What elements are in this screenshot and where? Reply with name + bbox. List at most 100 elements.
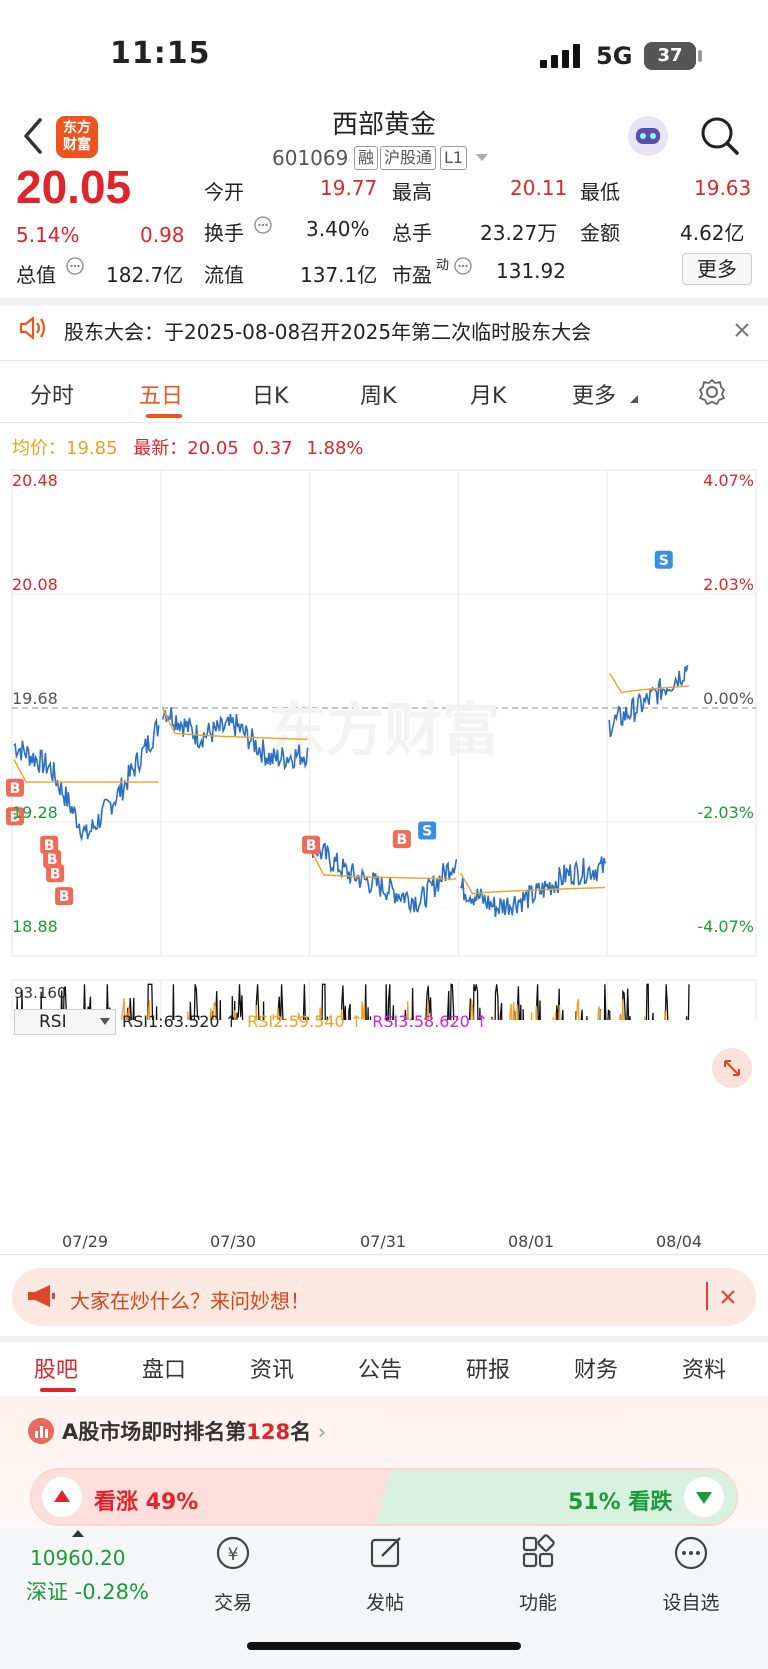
trade-icon[interactable]: ¥	[214, 1534, 252, 1572]
vote-up-label[interactable]: 看涨 49%	[94, 1490, 199, 1515]
high-value: 20.11	[510, 176, 568, 200]
indicator-select[interactable]: RSI	[14, 1009, 116, 1035]
turnover-value: 3.40%	[306, 217, 370, 241]
trade-marker	[418, 821, 437, 840]
nav-post[interactable]: 发帖	[365, 1592, 404, 1614]
open-label: 今开	[204, 180, 244, 204]
info-icon[interactable]	[254, 216, 272, 234]
trade-marker	[55, 887, 74, 906]
avg-line	[310, 850, 457, 880]
tab-orderbook[interactable]: 盘口	[142, 1358, 187, 1383]
search-icon[interactable]	[700, 116, 740, 156]
avg-line	[162, 707, 308, 740]
tab-intraday[interactable]: 分时	[30, 384, 75, 409]
y-tick-right: -2.03%	[697, 803, 754, 822]
status-time: 11:15	[110, 36, 211, 71]
trade-marker-label: S	[659, 553, 669, 569]
vote-down-button[interactable]	[684, 1477, 724, 1517]
rsi-max-label: 93.160	[14, 984, 67, 1002]
pe-superscript: 动	[436, 258, 450, 273]
price-line	[162, 707, 309, 771]
tab-news[interactable]: 资讯	[250, 1358, 295, 1383]
avg-line	[13, 758, 159, 783]
trade-marker-label: B	[10, 809, 21, 825]
pe-label: 市盈	[392, 263, 432, 287]
close-icon[interactable]	[720, 1289, 736, 1305]
vote-up-area	[32, 1470, 392, 1524]
price-line	[608, 664, 689, 738]
rank-text[interactable]: A股市场即时排名第128名 ›	[62, 1420, 327, 1444]
arrow-down-icon	[696, 1492, 712, 1504]
tab-five-day[interactable]: 五日	[139, 384, 184, 409]
volume-label: 总手	[392, 221, 432, 245]
float-value: 137.1亿	[300, 263, 378, 287]
trade-marker	[302, 835, 321, 854]
price-line	[13, 717, 160, 842]
tab-daily-k[interactable]: 日K	[252, 384, 289, 409]
nav-add-watchlist[interactable]: 设自选	[662, 1592, 720, 1614]
index-value[interactable]: 10960.20	[30, 1546, 126, 1570]
high-label: 最高	[392, 180, 432, 204]
tab-monthly-k[interactable]: 月K	[470, 384, 507, 409]
trade-marker-label: B	[59, 889, 70, 905]
tab-announcements[interactable]: 公告	[358, 1358, 403, 1383]
date-label: 08/04	[656, 1232, 703, 1251]
trade-marker-label: B	[306, 838, 317, 854]
notice-text[interactable]: 股东大会：于2025-08-08召开2025年第二次临时股东大会	[64, 320, 592, 344]
post-icon[interactable]	[368, 1534, 406, 1572]
current-price: 20.05	[16, 161, 132, 213]
tab-forum[interactable]: 股吧	[34, 1358, 79, 1383]
expand-button[interactable]	[712, 1048, 752, 1088]
assistant-avatar[interactable]	[628, 116, 668, 156]
nav-trade[interactable]: 交易	[213, 1592, 252, 1614]
tab-weekly-k[interactable]: 周K	[360, 384, 397, 409]
back-icon[interactable]	[22, 118, 44, 154]
trade-marker	[5, 807, 24, 826]
low-value: 19.63	[694, 176, 752, 200]
nav-functions[interactable]: 功能	[518, 1592, 557, 1614]
ask-text[interactable]: 大家在炒什么？来问妙想！	[70, 1289, 310, 1313]
dropdown-icon[interactable]	[476, 154, 488, 162]
settings-icon[interactable]	[698, 378, 726, 406]
index-name[interactable]: 深证 -0.28%	[26, 1580, 149, 1604]
tab-indicator	[146, 414, 182, 418]
trade-marker-label: B	[10, 781, 21, 797]
y-tick-right: 0.00%	[703, 689, 754, 708]
float-label: 流值	[204, 263, 244, 287]
vote-up-button[interactable]	[42, 1477, 82, 1517]
y-tick-left: 19.28	[12, 803, 58, 822]
y-tick-left: 20.08	[12, 575, 58, 594]
mcap-value: 182.7亿	[106, 263, 184, 287]
amount-label: 金额	[580, 221, 620, 245]
separator	[706, 1282, 708, 1310]
rsi-panel-frame	[11, 979, 757, 1020]
more-button[interactable]: 更多	[682, 253, 752, 285]
price-line	[310, 835, 458, 914]
tab-profile[interactable]: 资料	[682, 1358, 727, 1383]
trade-marker-label: B	[397, 832, 408, 848]
info-icon[interactable]	[66, 257, 84, 275]
vote-down-label[interactable]: 51% 看跌	[568, 1490, 673, 1515]
ask-banner[interactable]	[12, 1268, 756, 1326]
trade-marker	[5, 778, 24, 797]
trade-marker	[392, 830, 411, 849]
rsi-line	[15, 998, 670, 1020]
tab-finance[interactable]: 财务	[574, 1358, 619, 1383]
close-icon[interactable]	[734, 322, 750, 338]
rsi-legend: RSI1:63.520 ↑ RSI2:59.540 ↑ RSI3:58.620 …	[122, 1012, 489, 1031]
watchlist-icon[interactable]	[672, 1534, 710, 1572]
tab-reports[interactable]: 研报	[466, 1358, 511, 1383]
info-icon[interactable]	[454, 257, 472, 275]
pe-value: 131.92	[496, 259, 566, 283]
functions-icon[interactable]	[520, 1534, 558, 1572]
trade-marker	[43, 850, 62, 869]
vote-bar	[30, 1468, 738, 1526]
stock-code: 601069	[272, 146, 349, 170]
trade-marker-label: B	[44, 838, 55, 854]
tab-more[interactable]: 更多	[572, 384, 617, 409]
expand-icon	[724, 1060, 740, 1076]
select-arrow-icon	[100, 1018, 110, 1025]
network-label: 5G	[596, 42, 633, 70]
ranking-icon	[28, 1418, 54, 1444]
